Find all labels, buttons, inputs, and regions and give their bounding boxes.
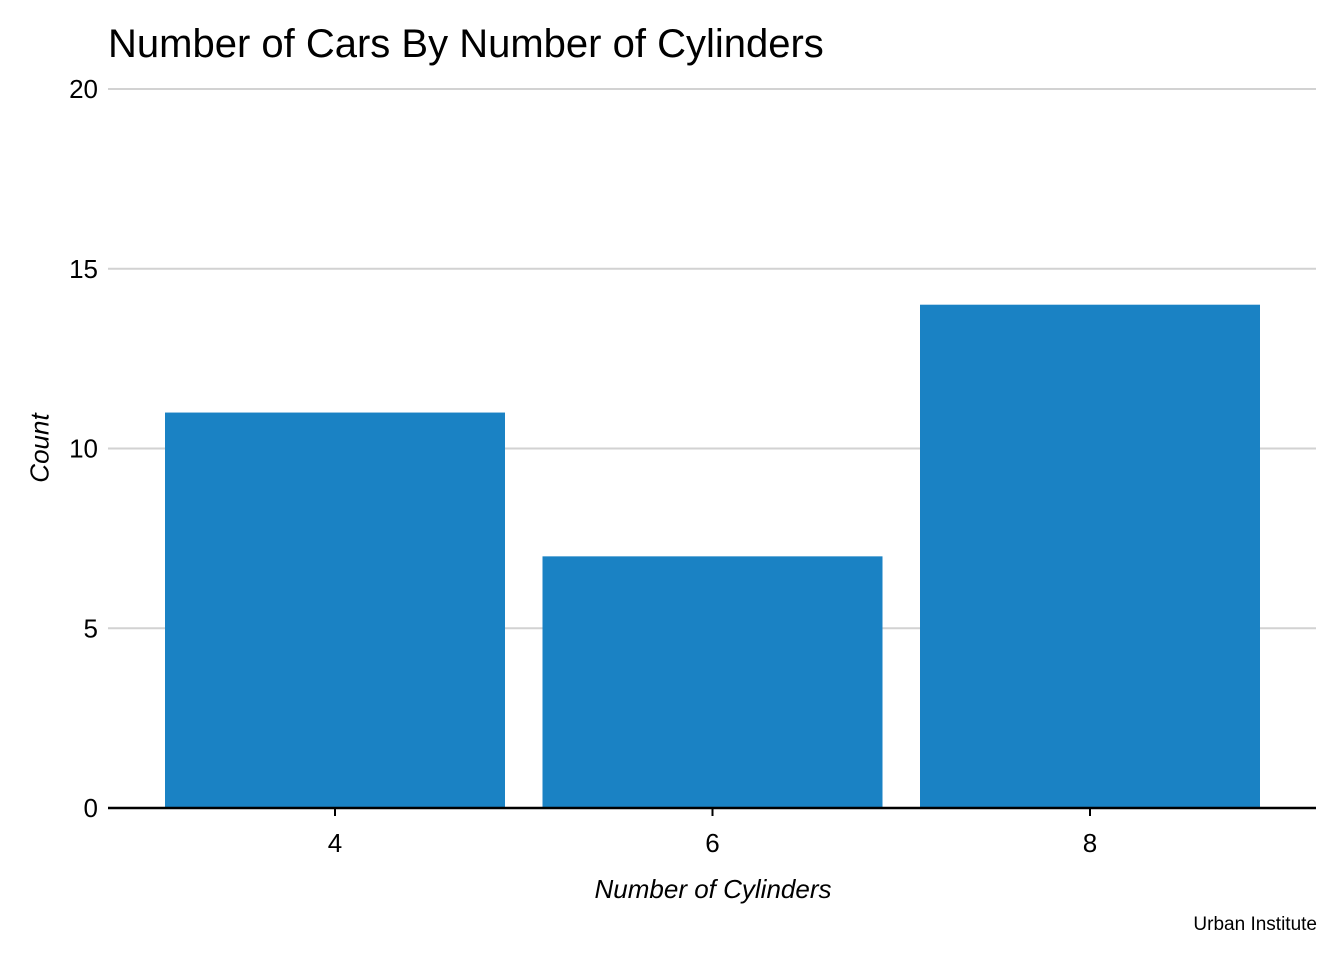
bar-6 <box>542 556 883 808</box>
caption: Urban Institute <box>1193 914 1317 935</box>
x-tick-label: 4 <box>328 828 342 858</box>
y-tick-label: 20 <box>69 74 98 104</box>
y-tick-label: 5 <box>84 613 98 643</box>
y-tick-label: 0 <box>84 793 98 823</box>
y-tick-label: 15 <box>69 254 98 284</box>
x-tick-label: 6 <box>705 828 719 858</box>
x-axis-label: Number of Cylinders <box>594 874 832 904</box>
chart-title: Number of Cars By Number of Cylinders <box>108 22 824 66</box>
bar-8 <box>920 304 1260 808</box>
bar-4 <box>165 412 505 808</box>
y-tick-label: 10 <box>69 434 98 464</box>
x-tick-label: 8 <box>1083 828 1097 858</box>
